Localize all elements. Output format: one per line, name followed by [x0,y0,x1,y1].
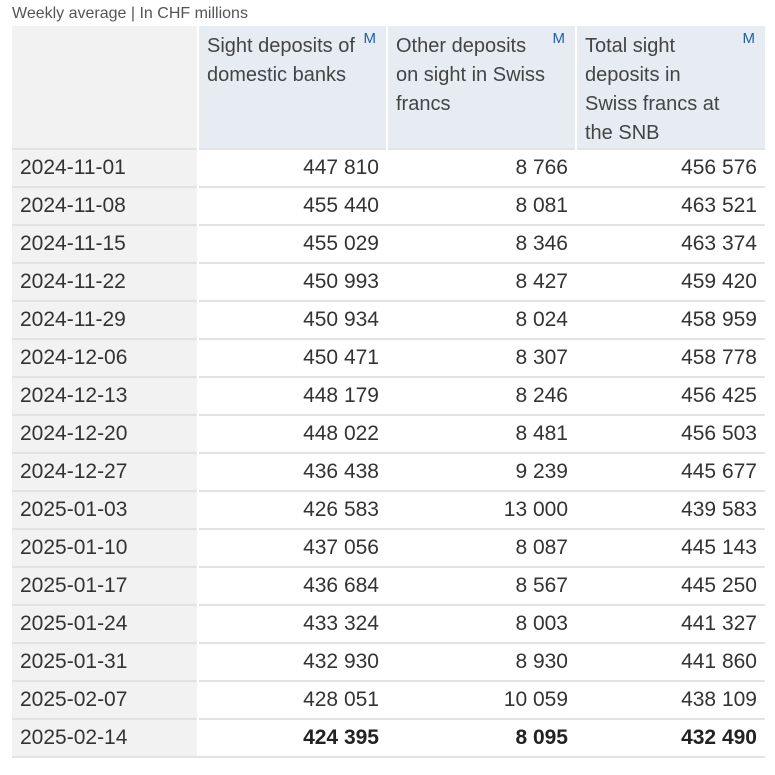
table-row: 2025-01-24 433 324 8 003 441 327 [12,604,765,643]
row-date-cell: 2024-11-29 [12,300,199,339]
other-deposits-value-cell: 8 003 [387,604,576,643]
row-date-cell: 2024-11-15 [12,224,199,263]
row-date-cell: 2025-01-31 [12,642,199,681]
domestic-banks-value-cell: 436 684 [198,566,387,605]
row-date-cell: 2024-11-22 [12,262,199,301]
table-row: 2025-01-10 437 056 8 087 445 143 [12,528,765,567]
table-row: 2025-02-14 424 395 8 095 432 490 [12,718,765,758]
total-sight-deposits-value-cell: 456 576 [576,148,765,187]
table-row: 2024-12-06 450 471 8 307 458 778 [12,338,765,377]
other-deposits-value-cell: 8 246 [387,376,576,415]
domestic-banks-value-cell: 432 930 [198,642,387,681]
table-row: 2024-11-08 455 440 8 081 463 521 [12,186,765,225]
total-sight-deposits-value-cell: 445 250 [576,566,765,605]
domestic-banks-value-cell: 436 438 [198,452,387,491]
column-header-domestic-banks: Sight deposits of domestic banks M [198,26,388,149]
column-header-label: Other deposits on sight in Swiss francs [396,35,545,115]
row-date-cell: 2025-01-17 [12,566,199,605]
row-date-cell: 2024-12-06 [12,338,199,377]
header-row: Sight deposits of domestic banks M Other… [12,26,765,149]
total-sight-deposits-value-cell: 456 503 [576,414,765,453]
column-header-total-sight-deposits: Total sight deposits in Swiss francs at … [576,26,765,149]
total-sight-deposits-value-cell: 438 109 [576,680,765,719]
domestic-banks-value-cell: 447 810 [198,148,387,187]
row-date-cell: 2025-01-10 [12,528,199,567]
table-body: 2024-11-01 447 810 8 766 456 576 2024-11-08 4… [12,148,765,758]
row-date-cell: 2025-02-14 [12,718,199,758]
other-deposits-value-cell: 8 346 [387,224,576,263]
total-sight-deposits-value-cell: 432 490 [576,718,765,758]
total-sight-deposits-value-cell: 445 677 [576,452,765,491]
other-deposits-value-cell: 8 087 [387,528,576,567]
table-row: 2025-02-07 428 051 10 059 438 109 [12,680,765,719]
table-row: 2024-11-15 455 029 8 346 463 374 [12,224,765,263]
total-sight-deposits-value-cell: 463 521 [576,186,765,225]
table-row: 2024-12-13 448 179 8 246 456 425 [12,376,765,415]
other-deposits-value-cell: 8 024 [387,300,576,339]
total-sight-deposits-value-cell: 441 860 [576,642,765,681]
row-date-cell: 2025-01-24 [12,604,199,643]
table-row: 2024-11-29 450 934 8 024 458 959 [12,300,765,339]
total-sight-deposits-value-cell: 441 327 [576,604,765,643]
domestic-banks-value-cell: 450 471 [198,338,387,377]
row-date-cell: 2024-11-08 [12,186,199,225]
domestic-banks-value-cell: 455 440 [198,186,387,225]
other-deposits-value-cell: 10 059 [387,680,576,719]
other-deposits-value-cell: 8 930 [387,642,576,681]
total-sight-deposits-value-cell: 439 583 [576,490,765,529]
table-row: 2025-01-03 426 583 13 000 439 583 [12,490,765,529]
domestic-banks-value-cell: 433 324 [198,604,387,643]
other-deposits-value-cell: 8 427 [387,262,576,301]
total-sight-deposits-value-cell: 445 143 [576,528,765,567]
domestic-banks-value-cell: 450 993 [198,262,387,301]
other-deposits-value-cell: 13 000 [387,490,576,529]
table-row: 2024-12-27 436 438 9 239 445 677 [12,452,765,491]
row-date-cell: 2025-02-07 [12,680,199,719]
other-deposits-value-cell: 8 081 [387,186,576,225]
table-row: 2024-12-20 448 022 8 481 456 503 [12,414,765,453]
column-header-other-deposits: Other deposits on sight in Swiss francs … [387,26,577,149]
metadata-link[interactable]: M [742,30,756,47]
metadata-link[interactable]: M [552,30,566,47]
domestic-banks-value-cell: 455 029 [198,224,387,263]
total-sight-deposits-value-cell: 463 374 [576,224,765,263]
table-header: Sight deposits of domestic banks M Other… [12,26,765,149]
domestic-banks-value-cell: 437 056 [198,528,387,567]
table-row: 2025-01-31 432 930 8 930 441 860 [12,642,765,681]
row-date-cell: 2024-12-27 [12,452,199,491]
domestic-banks-value-cell: 428 051 [198,680,387,719]
other-deposits-value-cell: 8 766 [387,148,576,187]
row-date-cell: 2025-01-03 [12,490,199,529]
domestic-banks-value-cell: 448 022 [198,414,387,453]
table-caption: Weekly average | In CHF millions [12,5,248,22]
total-sight-deposits-value-cell: 458 778 [576,338,765,377]
total-sight-deposits-value-cell: 458 959 [576,300,765,339]
domestic-banks-value-cell: 450 934 [198,300,387,339]
other-deposits-value-cell: 8 307 [387,338,576,377]
table-row: 2025-01-17 436 684 8 567 445 250 [12,566,765,605]
header-corner-cell [12,26,199,149]
row-date-cell: 2024-11-01 [12,148,199,187]
column-header-label: Total sight deposits in Swiss francs at … [585,35,720,144]
table-row: 2024-11-01 447 810 8 766 456 576 [12,148,765,187]
domestic-banks-value-cell: 424 395 [198,718,387,758]
row-date-cell: 2024-12-13 [12,376,199,415]
domestic-banks-value-cell: 426 583 [198,490,387,529]
metadata-link[interactable]: M [363,30,377,47]
other-deposits-value-cell: 9 239 [387,452,576,491]
other-deposits-value-cell: 8 567 [387,566,576,605]
total-sight-deposits-value-cell: 456 425 [576,376,765,415]
table-row: 2024-11-22 450 993 8 427 459 420 [12,262,765,301]
sight-deposits-table: Sight deposits of domestic banks M Other… [12,26,765,758]
other-deposits-value-cell: 8 095 [387,718,576,758]
domestic-banks-value-cell: 448 179 [198,376,387,415]
column-header-label: Sight deposits of domestic banks [207,35,355,86]
other-deposits-value-cell: 8 481 [387,414,576,453]
total-sight-deposits-value-cell: 459 420 [576,262,765,301]
row-date-cell: 2024-12-20 [12,414,199,453]
